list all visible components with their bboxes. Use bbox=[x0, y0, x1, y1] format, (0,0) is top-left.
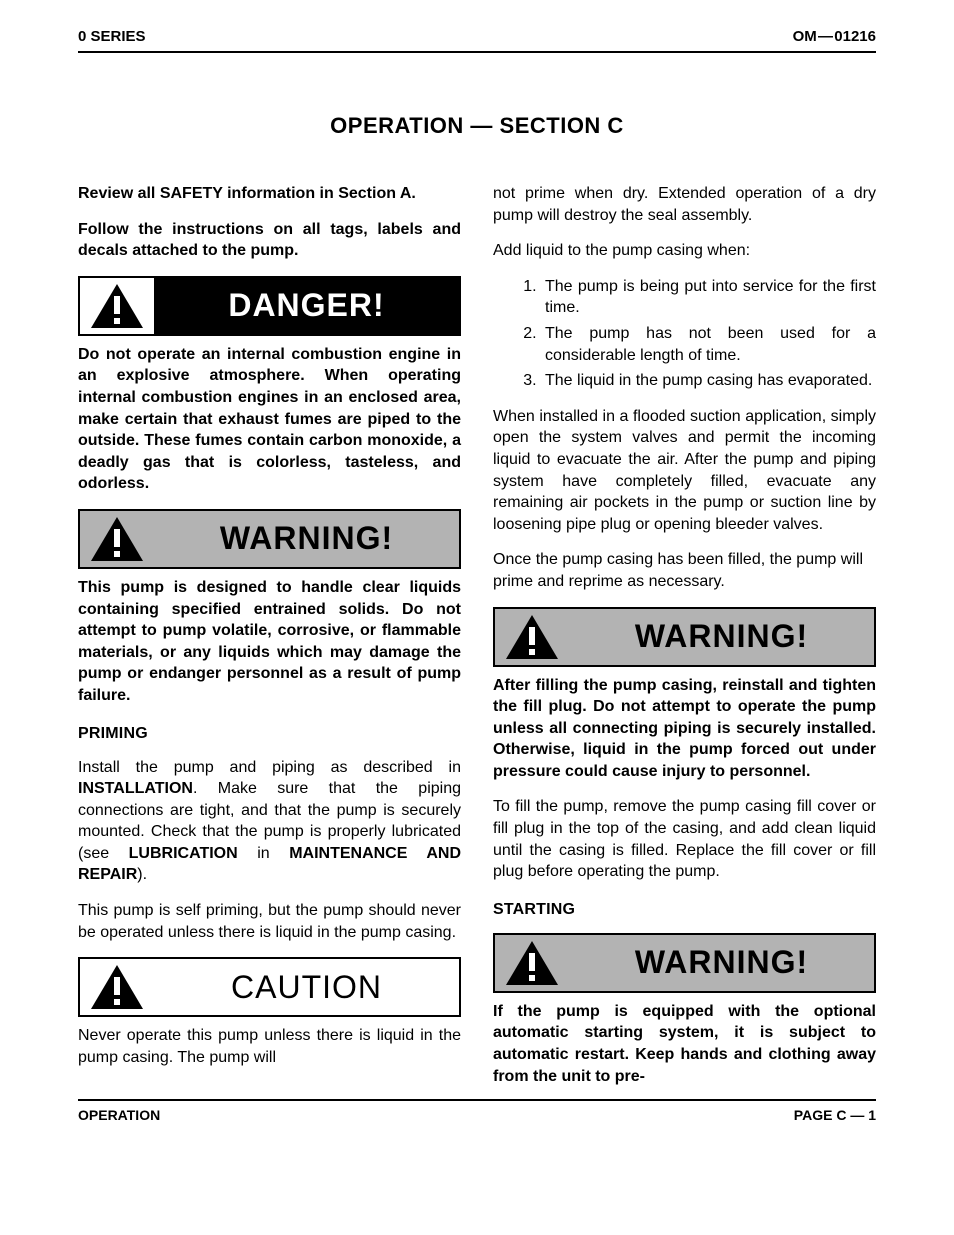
text: Install the pump and piping as described… bbox=[78, 759, 461, 776]
caution-label: CAUTION bbox=[231, 969, 382, 1006]
warning-banner: WARNING! bbox=[493, 607, 876, 667]
list-item: The pump has not been used for a conside… bbox=[541, 323, 876, 366]
warning-banner: WARNING! bbox=[493, 933, 876, 993]
right-column: not prime when dry. Extended operation o… bbox=[493, 183, 876, 1087]
priming-heading: PRIMING bbox=[78, 725, 461, 743]
warning2-text: After filling the pump casing, reinstall… bbox=[493, 675, 876, 783]
header-left: 0 SERIES bbox=[78, 28, 146, 45]
intro-tags: Follow the instructions on all tags, lab… bbox=[78, 219, 461, 262]
footer-right: PAGE C — 1 bbox=[794, 1107, 876, 1123]
flooded-text: When installed in a flooded suction appl… bbox=[493, 406, 876, 536]
add-liquid-list: The pump is being put into service for t… bbox=[493, 276, 876, 392]
add-liquid-intro: Add liquid to the pump casing when: bbox=[493, 240, 876, 262]
priming-p2: This pump is self priming, but the pump … bbox=[78, 900, 461, 943]
warning-triangle-icon bbox=[80, 511, 154, 567]
warning-triangle-icon bbox=[80, 959, 154, 1015]
header-right: OM — 01216 bbox=[793, 28, 876, 45]
warning-label: WARNING! bbox=[635, 618, 808, 655]
once-text: Once the pump casing has been filled, th… bbox=[493, 549, 876, 592]
list-item: The liquid in the pump casing has evapor… bbox=[541, 370, 876, 392]
starting-heading: STARTING bbox=[493, 901, 876, 919]
danger-label: DANGER! bbox=[228, 287, 384, 324]
warning1-text: This pump is designed to handle clear li… bbox=[78, 577, 461, 707]
header-bar: 0 SERIES OM — 01216 bbox=[78, 28, 876, 53]
footer-bar: OPERATION PAGE C — 1 bbox=[78, 1099, 876, 1123]
danger-text: Do not operate an internal combustion en… bbox=[78, 344, 461, 495]
cont-text: not prime when dry. Extended operation o… bbox=[493, 183, 876, 226]
bold-ref-installation: INSTALLATION bbox=[78, 780, 193, 797]
caution-banner: CAUTION bbox=[78, 957, 461, 1017]
danger-banner: DANGER! bbox=[78, 276, 461, 336]
footer-left: OPERATION bbox=[78, 1107, 160, 1123]
warning3-text: If the pump is equipped with the optiona… bbox=[493, 1001, 876, 1087]
intro-safety: Review all SAFETY information in Section… bbox=[78, 183, 461, 205]
warning-banner: WARNING! bbox=[78, 509, 461, 569]
warning-label: WARNING! bbox=[220, 520, 393, 557]
columns: Review all SAFETY information in Section… bbox=[78, 183, 876, 1087]
section-title: OPERATION — SECTION C bbox=[78, 113, 876, 139]
warning-triangle-icon bbox=[495, 609, 569, 665]
warning-label: WARNING! bbox=[635, 944, 808, 981]
text: in bbox=[238, 845, 290, 862]
list-item: The pump is being put into service for t… bbox=[541, 276, 876, 319]
caution-text: Never operate this pump unless there is … bbox=[78, 1025, 461, 1068]
priming-p1: Install the pump and piping as described… bbox=[78, 757, 461, 887]
warning-triangle-icon bbox=[495, 935, 569, 991]
warning-triangle-icon bbox=[80, 278, 154, 334]
page: 0 SERIES OM — 01216 OPERATION — SECTION … bbox=[0, 0, 954, 1143]
left-column: Review all SAFETY information in Section… bbox=[78, 183, 461, 1087]
bold-ref-lubrication: LUBRICATION bbox=[129, 845, 238, 862]
text: ). bbox=[137, 866, 147, 883]
fill-text: To fill the pump, remove the pump casing… bbox=[493, 796, 876, 882]
